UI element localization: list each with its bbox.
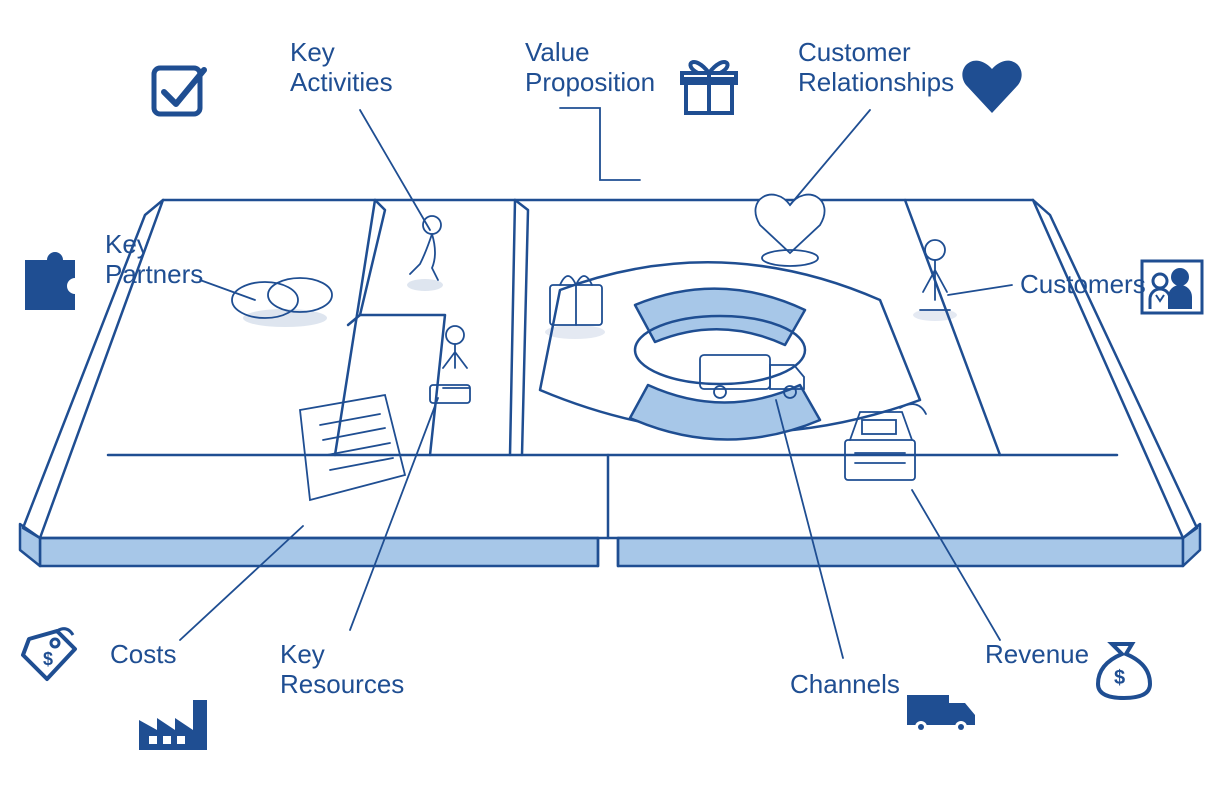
sketch-customer [913, 240, 957, 321]
label-key-activities: Key Activities [290, 38, 393, 98]
bmc-diagram: .s { fill: none; stroke: #1f4e92; stroke… [0, 0, 1221, 809]
gift-icon [682, 62, 736, 113]
factory-icon [139, 700, 207, 750]
sketch-activity-person [407, 216, 443, 291]
sketch-gift [545, 276, 605, 339]
sketch-rings [232, 278, 332, 327]
label-key-partners: Key Partners [105, 230, 203, 290]
price-tag-icon: $ [23, 629, 75, 679]
hub [540, 262, 920, 439]
heart-icon [962, 61, 1021, 113]
label-key-resources: Key Resources [280, 640, 404, 700]
label-channels: Channels [790, 670, 900, 700]
truck-icon [907, 695, 975, 733]
money-bag-icon: $ [1098, 644, 1150, 698]
sketch-paper [300, 395, 405, 500]
label-customer-relationships: Customer Relationships [798, 38, 954, 98]
sketch-register [845, 404, 926, 480]
leader-lines [180, 108, 1012, 658]
label-costs: Costs [110, 640, 176, 670]
label-value-proposition: Value Proposition [525, 38, 655, 98]
diagram-svg: .s { fill: none; stroke: #1f4e92; stroke… [0, 0, 1221, 809]
label-customers: Customers [1020, 270, 1146, 300]
checkbox-icon [154, 68, 204, 114]
svg-text:$: $ [43, 649, 53, 669]
puzzle-icon [25, 252, 75, 310]
svg-text:$: $ [1114, 667, 1125, 689]
people-icon [1142, 261, 1202, 313]
label-revenue: Revenue [985, 640, 1089, 670]
